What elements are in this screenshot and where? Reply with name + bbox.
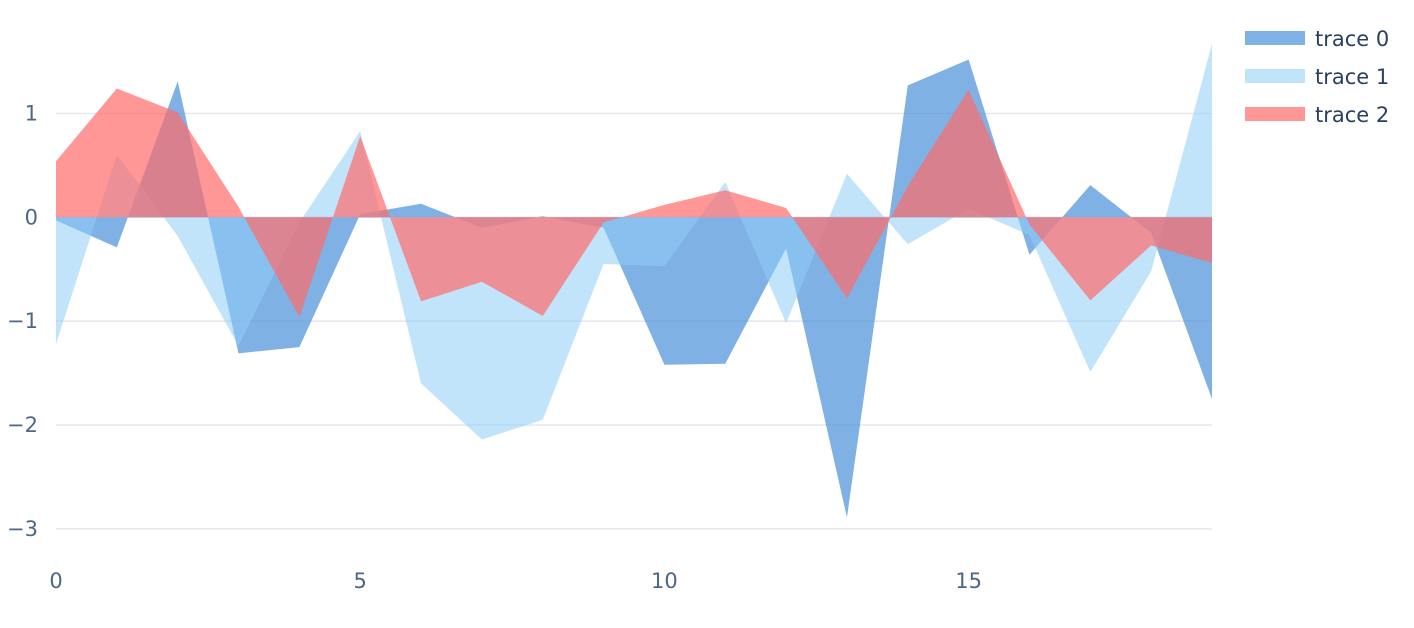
y-tick-label: 0 [25, 205, 38, 229]
legend-label[interactable]: trace 1 [1315, 65, 1389, 89]
y-tick-label: −3 [7, 517, 38, 541]
series-area-trace-2 [56, 88, 1212, 317]
y-axis: 1 0 −1 −2 −3 [7, 101, 38, 540]
x-tick-label: 15 [955, 569, 982, 593]
y-tick-label: 1 [25, 101, 38, 125]
legend-label[interactable]: trace 0 [1315, 27, 1389, 51]
legend: trace 0 trace 1 trace 2 [1245, 27, 1389, 127]
y-tick-label: −2 [7, 413, 38, 437]
plot-area [56, 43, 1212, 518]
legend-swatch[interactable] [1245, 69, 1305, 83]
series-area-trace-1 [56, 43, 1212, 440]
legend-label[interactable]: trace 2 [1315, 103, 1389, 127]
legend-swatch[interactable] [1245, 31, 1305, 45]
x-axis: 0 5 10 15 [49, 569, 982, 593]
y-tick-label: −1 [7, 309, 38, 333]
x-tick-label: 10 [651, 569, 678, 593]
x-tick-label: 5 [354, 569, 367, 593]
x-tick-label: 0 [49, 569, 62, 593]
legend-swatch[interactable] [1245, 107, 1305, 121]
